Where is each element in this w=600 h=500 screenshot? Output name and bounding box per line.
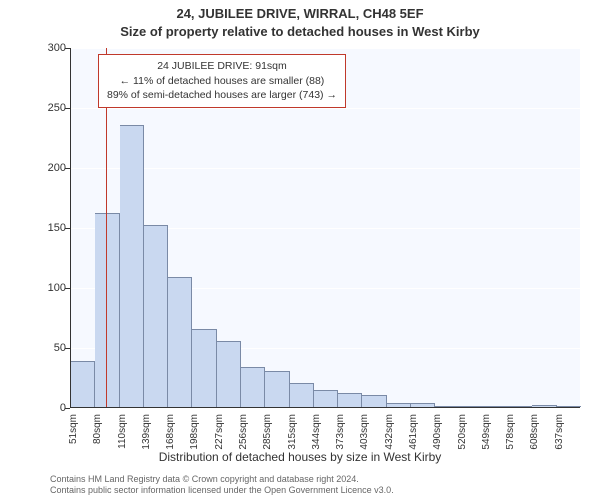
y-tick-mark [65, 288, 70, 289]
gridline [71, 168, 580, 169]
y-tick-mark [65, 168, 70, 169]
histogram-bar [411, 403, 435, 407]
histogram-bar [241, 367, 265, 407]
histogram-bar [314, 390, 338, 407]
histogram-bar [192, 329, 216, 407]
y-tick-label: 100 [36, 282, 66, 294]
y-tick-label: 150 [36, 222, 66, 234]
address-title: 24, JUBILEE DRIVE, WIRRAL, CH48 5EF [0, 6, 600, 21]
y-tick-label: 250 [36, 102, 66, 114]
attribution-footer: Contains HM Land Registry data © Crown c… [50, 474, 590, 497]
histogram-bar [460, 406, 484, 407]
chart-container: 24, JUBILEE DRIVE, WIRRAL, CH48 5EF Size… [0, 0, 600, 500]
histogram-bar [532, 405, 556, 407]
annotation-line-1: 24 JUBILEE DRIVE: 91sqm [107, 59, 337, 74]
y-tick-mark [65, 408, 70, 409]
footer-line-2: Contains public sector information licen… [50, 485, 590, 496]
histogram-bar [168, 277, 192, 407]
histogram-bar [265, 371, 289, 407]
histogram-bar [120, 125, 144, 407]
y-tick-label: 200 [36, 162, 66, 174]
gridline [71, 408, 580, 409]
gridline [71, 48, 580, 49]
x-axis-label: Distribution of detached houses by size … [0, 450, 600, 464]
histogram-bar [290, 383, 314, 407]
histogram-bar [387, 403, 411, 407]
y-tick-label: 300 [36, 42, 66, 54]
annotation-line-3: 89% of semi-detached houses are larger (… [107, 88, 337, 103]
annotation-line-2: ← 11% of detached houses are smaller (88… [107, 74, 337, 89]
histogram-bar [557, 406, 581, 407]
chart-subtitle: Size of property relative to detached ho… [0, 24, 600, 39]
y-tick-label: 0 [36, 402, 66, 414]
histogram-bar [95, 213, 119, 407]
histogram-bar [484, 406, 508, 407]
gridline [71, 108, 580, 109]
y-tick-mark [65, 228, 70, 229]
histogram-bar [71, 361, 95, 407]
histogram-bar [217, 341, 241, 407]
annotation-box: 24 JUBILEE DRIVE: 91sqm← 11% of detached… [98, 54, 346, 108]
y-tick-label: 50 [36, 342, 66, 354]
footer-line-1: Contains HM Land Registry data © Crown c… [50, 474, 590, 485]
y-tick-mark [65, 348, 70, 349]
y-tick-mark [65, 108, 70, 109]
y-tick-mark [65, 48, 70, 49]
histogram-bar [338, 393, 362, 407]
histogram-bar [362, 395, 386, 407]
histogram-bar [435, 406, 459, 407]
histogram-bar [508, 406, 532, 407]
histogram-bar [144, 225, 168, 407]
